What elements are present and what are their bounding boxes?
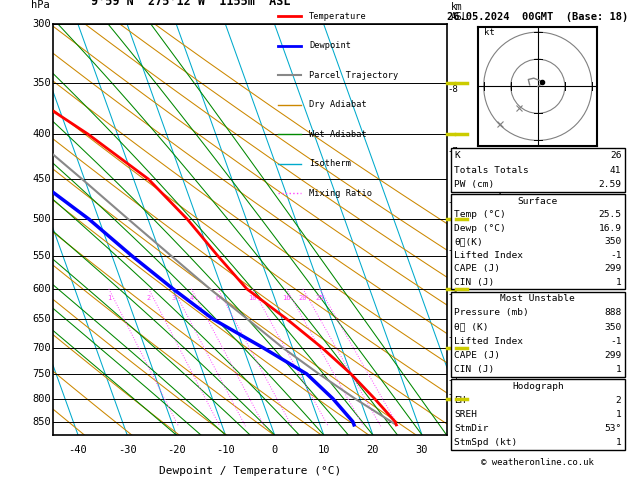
Text: CAPE (J): CAPE (J) [454,264,500,273]
Text: -6: -6 [447,198,458,208]
Text: -40: -40 [69,445,87,455]
Text: Most Unstable: Most Unstable [501,294,575,303]
Text: -3: -3 [447,333,458,342]
Text: 10: 10 [248,295,257,301]
Text: © weatheronline.co.uk: © weatheronline.co.uk [481,458,594,468]
Text: Wet Adiabat: Wet Adiabat [309,130,367,139]
Text: -30: -30 [118,445,136,455]
Text: 550: 550 [33,251,52,260]
Text: -20: -20 [167,445,186,455]
Text: kt: kt [484,28,494,37]
Text: 16: 16 [282,295,291,301]
Text: 9°59'N  275°12'W  1155m  ASL: 9°59'N 275°12'W 1155m ASL [91,0,291,8]
Text: 3: 3 [171,295,175,301]
Text: 650: 650 [33,314,52,324]
Text: Dewpoint / Temperature (°C): Dewpoint / Temperature (°C) [159,466,341,476]
Text: 888: 888 [604,308,621,317]
Text: Mixing Ratio (g/kg): Mixing Ratio (g/kg) [497,178,506,281]
Text: -1: -1 [610,337,621,346]
Text: Pressure (mb): Pressure (mb) [454,308,529,317]
Text: Temp (°C): Temp (°C) [454,210,506,219]
Text: 20: 20 [299,295,307,301]
Text: -4: -4 [447,290,458,299]
Text: Mixing Ratio: Mixing Ratio [309,189,372,198]
Text: -LCL: -LCL [447,390,467,399]
Text: -1: -1 [610,251,621,260]
Text: 20: 20 [367,445,379,455]
Text: Lifted Index: Lifted Index [454,251,523,260]
Text: StmDir: StmDir [454,424,489,433]
Text: 350: 350 [604,323,621,331]
Text: CIN (J): CIN (J) [454,278,494,287]
Text: 600: 600 [33,284,52,294]
Text: 26.05.2024  00GMT  (Base: 18): 26.05.2024 00GMT (Base: 18) [447,12,628,22]
Text: -5: -5 [447,245,458,255]
Text: 41: 41 [610,166,621,174]
Text: Hodograph: Hodograph [512,382,564,391]
Text: SREH: SREH [454,410,477,419]
Text: θᴇ(K): θᴇ(K) [454,237,483,246]
Text: 2: 2 [147,295,151,301]
Text: 750: 750 [33,369,52,379]
Text: 6: 6 [216,295,220,301]
Text: km: km [450,2,462,12]
Text: 450: 450 [33,174,52,184]
Text: hPa: hPa [31,0,50,10]
Text: -10: -10 [216,445,235,455]
Text: 30: 30 [416,445,428,455]
Text: 500: 500 [33,214,52,224]
Text: 1: 1 [616,438,621,447]
Text: CAPE (J): CAPE (J) [454,351,500,360]
Text: 0: 0 [272,445,278,455]
Text: Parcel Trajectory: Parcel Trajectory [309,71,398,80]
Text: 850: 850 [33,417,52,427]
Text: 1: 1 [616,410,621,419]
Text: 4: 4 [189,295,194,301]
Text: EH: EH [454,396,465,405]
Text: Isotherm: Isotherm [309,159,351,169]
Text: 25: 25 [316,295,324,301]
Text: -8: -8 [447,85,458,94]
Text: Dry Adiabat: Dry Adiabat [309,100,367,109]
Text: 1: 1 [107,295,111,301]
Text: 300: 300 [33,19,52,29]
Text: 2: 2 [616,396,621,405]
Text: 299: 299 [604,264,621,273]
Text: 800: 800 [33,394,52,403]
Text: 299: 299 [604,351,621,360]
Text: 1: 1 [616,278,621,287]
Text: 700: 700 [33,343,52,353]
Text: 350: 350 [604,237,621,246]
Text: 10: 10 [318,445,330,455]
Text: 2.59: 2.59 [598,180,621,189]
Text: Temperature: Temperature [309,12,367,20]
Text: 400: 400 [33,129,52,139]
Text: 350: 350 [33,78,52,88]
Text: Dewpoint: Dewpoint [309,41,351,50]
Text: -2: -2 [447,376,458,384]
Text: Dewp (°C): Dewp (°C) [454,224,506,233]
Text: K: K [454,151,460,160]
Text: 16.9: 16.9 [598,224,621,233]
Text: CIN (J): CIN (J) [454,365,494,374]
Text: 25.5: 25.5 [598,210,621,219]
Text: PW (cm): PW (cm) [454,180,494,189]
Text: -7: -7 [447,147,458,156]
Text: 53°: 53° [604,424,621,433]
Text: ASL: ASL [450,12,468,22]
Text: θᴇ (K): θᴇ (K) [454,323,489,331]
Text: Totals Totals: Totals Totals [454,166,529,174]
Text: 26: 26 [610,151,621,160]
Text: Lifted Index: Lifted Index [454,337,523,346]
Text: StmSpd (kt): StmSpd (kt) [454,438,518,447]
Text: 1: 1 [616,365,621,374]
Text: Surface: Surface [518,197,558,206]
